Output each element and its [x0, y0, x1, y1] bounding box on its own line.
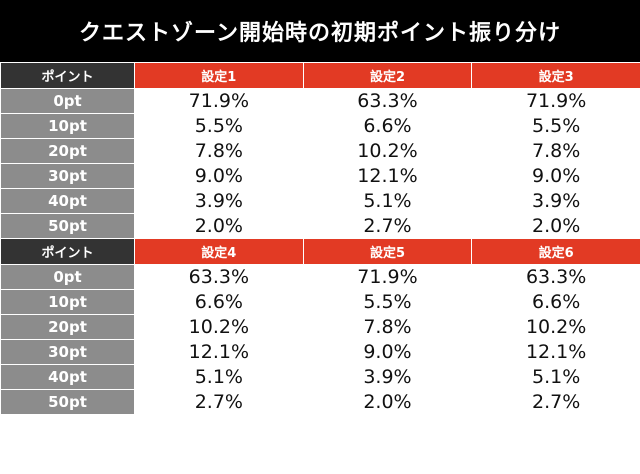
setting-header: 設定5: [302, 238, 473, 265]
probability-cell: 7.8%: [134, 138, 304, 164]
table-row: 50pt 2.0% 2.7% 2.0%: [0, 213, 640, 239]
setting-header: 設定4: [134, 238, 304, 265]
table-row: 20pt 7.8% 10.2% 7.8%: [0, 138, 640, 164]
point-label: 40pt: [0, 364, 135, 390]
probability-cell: 7.8%: [302, 314, 473, 340]
probability-cell: 2.7%: [134, 389, 304, 415]
probability-cell: 2.7%: [302, 213, 473, 239]
table-row: 50pt 2.7% 2.0% 2.7%: [0, 389, 640, 415]
probability-cell: 71.9%: [471, 88, 640, 114]
probability-cell: 71.9%: [302, 264, 473, 290]
probability-cell: 63.3%: [134, 264, 304, 290]
point-label: 40pt: [0, 188, 135, 214]
point-label: 30pt: [0, 163, 135, 189]
probability-cell: 5.5%: [471, 113, 640, 139]
table-row: 20pt 10.2% 7.8% 10.2%: [0, 314, 640, 340]
probability-cell: 5.1%: [471, 364, 640, 390]
probability-cell: 2.0%: [134, 213, 304, 239]
probability-cell: 3.9%: [302, 364, 473, 390]
probability-cell: 7.8%: [471, 138, 640, 164]
point-label: 30pt: [0, 339, 135, 365]
point-label: 50pt: [0, 389, 135, 415]
point-label: 10pt: [0, 289, 135, 315]
probability-cell: 12.1%: [302, 163, 473, 189]
probability-cell: 12.1%: [134, 339, 304, 365]
probability-cell: 3.9%: [134, 188, 304, 214]
probability-cell: 10.2%: [302, 138, 473, 164]
settings-header-row: ポイント 設定1 設定2 設定3: [0, 62, 640, 89]
point-label: 10pt: [0, 113, 135, 139]
probability-cell: 5.5%: [302, 289, 473, 315]
table-row: 40pt 5.1% 3.9% 5.1%: [0, 364, 640, 390]
table-row: 30pt 12.1% 9.0% 12.1%: [0, 339, 640, 365]
probability-cell: 10.2%: [134, 314, 304, 340]
table-row: 40pt 3.9% 5.1% 3.9%: [0, 188, 640, 214]
point-label: 20pt: [0, 138, 135, 164]
probability-cell: 9.0%: [134, 163, 304, 189]
probability-cell: 6.6%: [134, 289, 304, 315]
probability-cell: 9.0%: [302, 339, 473, 365]
probability-cell: 6.6%: [471, 289, 640, 315]
point-distribution-table: ポイント 設定1 設定2 設定3 0pt 71.9% 63.3% 71.9% 10pt 5.5% 6…: [0, 62, 640, 415]
setting-header: 設定1: [134, 62, 304, 89]
point-label: 0pt: [0, 264, 135, 290]
probability-cell: 71.9%: [134, 88, 304, 114]
setting-header: 設定6: [471, 238, 640, 265]
page-title: クエストゾーン開始時の初期ポイント振り分け: [0, 0, 640, 62]
probability-cell: 2.7%: [471, 389, 640, 415]
probability-cell: 63.3%: [471, 264, 640, 290]
probability-cell: 3.9%: [471, 188, 640, 214]
point-column-header: ポイント: [0, 238, 135, 265]
probability-cell: 5.5%: [134, 113, 304, 139]
probability-cell: 6.6%: [302, 113, 473, 139]
probability-cell: 12.1%: [471, 339, 640, 365]
point-label: 20pt: [0, 314, 135, 340]
table-row: 0pt 71.9% 63.3% 71.9%: [0, 88, 640, 114]
setting-header: 設定2: [302, 62, 473, 89]
probability-cell: 63.3%: [302, 88, 473, 114]
table-row: 0pt 63.3% 71.9% 63.3%: [0, 264, 640, 290]
probability-cell: 10.2%: [471, 314, 640, 340]
settings-header-row: ポイント 設定4 設定5 設定6: [0, 238, 640, 265]
table-row: 10pt 5.5% 6.6% 5.5%: [0, 113, 640, 139]
point-label: 50pt: [0, 213, 135, 239]
probability-cell: 9.0%: [471, 163, 640, 189]
probability-cell: 5.1%: [134, 364, 304, 390]
point-label: 0pt: [0, 88, 135, 114]
table-row: 10pt 6.6% 5.5% 6.6%: [0, 289, 640, 315]
table-row: 30pt 9.0% 12.1% 9.0%: [0, 163, 640, 189]
point-column-header: ポイント: [0, 62, 135, 89]
probability-cell: 5.1%: [302, 188, 473, 214]
probability-cell: 2.0%: [302, 389, 473, 415]
probability-cell: 2.0%: [471, 213, 640, 239]
setting-header: 設定3: [471, 62, 640, 89]
